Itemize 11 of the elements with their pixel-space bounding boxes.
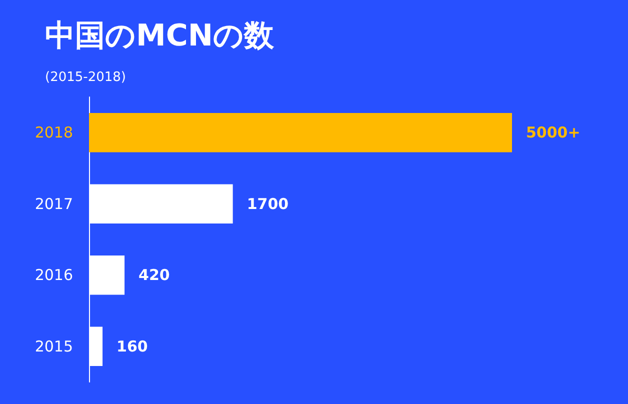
data-label: 1700 [246,194,289,213]
data-label: 160 [116,337,148,356]
chart-title: 中国のMCNの数 [45,18,275,54]
y-tick-label: 2018 [34,124,73,142]
y-tick-label: 2016 [34,266,73,284]
chart-subtitle: (2015-2018) [45,70,126,85]
bar [89,113,512,152]
data-label: 420 [138,266,170,284]
y-tick-label: 2017 [34,194,73,213]
y-tick-label: 2015 [34,337,73,356]
data-label: 5000+ [526,124,580,142]
